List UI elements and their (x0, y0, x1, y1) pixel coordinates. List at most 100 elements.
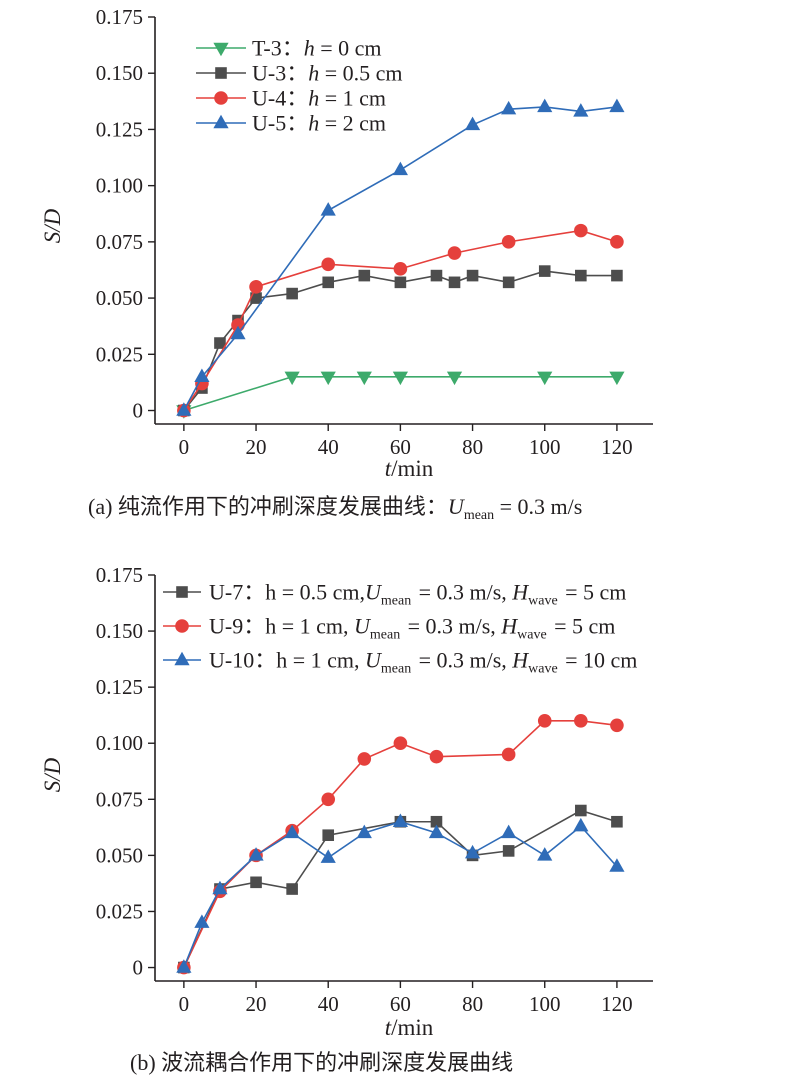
data-point (575, 269, 587, 282)
x-tick-label: 100 (529, 992, 561, 1016)
data-point (537, 371, 553, 386)
series-line (183, 809, 618, 968)
data-point (214, 337, 226, 349)
data-point (575, 804, 587, 817)
data-point (250, 292, 262, 304)
legend-marker (213, 42, 229, 57)
legend-item: U-5：h = 2 cm (196, 111, 386, 136)
data-point (537, 714, 552, 728)
data-point (321, 792, 336, 807)
data-point (249, 280, 263, 294)
series-u-3 (178, 265, 623, 417)
data-point (573, 103, 589, 117)
data-point (464, 844, 481, 859)
data-point (609, 371, 625, 386)
legend-label: U-3：h = 0.5 cm (252, 61, 403, 86)
series-u-5 (176, 98, 625, 416)
data-point (501, 824, 517, 839)
data-point (611, 269, 623, 282)
data-point (428, 824, 445, 839)
y-tick-label: 0.150 (96, 619, 143, 643)
x-tick-label: 120 (601, 992, 633, 1016)
data-point (464, 116, 481, 131)
series-line (183, 270, 617, 412)
legend-marker (213, 114, 229, 129)
series-t-3 (176, 371, 625, 419)
data-point (609, 98, 625, 113)
y-tick-label: 0 (133, 956, 144, 980)
legend: T-3：h = 0 cmU-3：h = 0.5 cmU-4：h = 1 cmU-… (196, 36, 403, 136)
data-point (609, 858, 625, 872)
y-tick-label: 0.100 (96, 174, 143, 198)
legend-item: U-10：h = 1 cm, Umean = 0.3 m/s, Hwave = … (163, 648, 637, 677)
series-u-4 (177, 223, 624, 418)
series-line (183, 106, 618, 411)
data-point (502, 276, 515, 289)
data-point (176, 402, 192, 416)
legend-marker (176, 586, 188, 598)
data-point (393, 262, 408, 276)
series-u-9 (177, 714, 624, 975)
y-tick-label: 0.025 (96, 342, 143, 366)
data-point (320, 202, 336, 216)
data-point (574, 714, 588, 728)
data-point (573, 817, 589, 832)
data-point (429, 749, 444, 764)
data-point (194, 914, 210, 928)
legend-label: U-9：h = 1 cm, Umean = 0.3 m/s, Hwave = 5… (209, 614, 615, 643)
y-tick-label: 0 (133, 399, 144, 423)
data-point (284, 824, 300, 839)
y-tick-label: 0.175 (96, 5, 143, 29)
data-point (610, 235, 624, 249)
data-point (392, 161, 408, 176)
data-point (447, 246, 462, 260)
data-point (611, 815, 623, 828)
y-tick-label: 0.050 (96, 843, 143, 867)
data-point (502, 845, 515, 857)
y-tick-label: 0.075 (96, 787, 143, 811)
y-tick-label: 0.025 (96, 899, 143, 923)
data-point (286, 883, 298, 895)
x-tick-label: 40 (318, 992, 339, 1016)
y-tick-label: 0.150 (96, 61, 143, 85)
data-point (284, 371, 300, 386)
data-point (356, 824, 372, 839)
data-point (501, 747, 516, 762)
x-tick-label: 80 (462, 992, 483, 1016)
x-tick-label: 120 (601, 435, 633, 459)
data-point (212, 880, 228, 895)
legend-label: T-3：h = 0 cm (252, 36, 382, 61)
x-tick-label: 100 (529, 435, 561, 459)
data-point (322, 276, 335, 289)
series-line (183, 375, 617, 412)
data-point (466, 269, 479, 282)
chart-panel-a: 0 0.025 0.050 0.075 0.100 0.125 0.150 0.175 0 20 4… (40, 5, 653, 523)
legend-label: U-5：h = 2 cm (252, 111, 386, 136)
data-point (430, 815, 443, 828)
y-tick-label: 0.075 (96, 230, 143, 254)
legend-label: U-7：h = 0.5 cm,Umean = 0.3 m/s, Hwave = … (209, 580, 626, 609)
y-tick-label: 0.100 (96, 731, 143, 755)
data-point (538, 265, 551, 277)
figure-caption: (a) 纯流作用下的冲刷深度发展曲线：Umean = 0.3 m/s (88, 494, 582, 523)
legend-marker (215, 67, 227, 79)
legend-label: U-10：h = 1 cm, Umean = 0.3 m/s, Hwave = … (209, 648, 637, 677)
data-point (286, 287, 298, 300)
x-tick-label: 20 (246, 435, 267, 459)
legend-item: U-4：h = 1 cm (196, 86, 386, 111)
legend-marker (214, 91, 228, 105)
data-point (357, 752, 372, 766)
data-point (194, 368, 210, 382)
chart-panel-b: 0 0.025 0.050 0.075 0.100 0.125 0.150 0.175 0 20 4… (40, 563, 653, 1075)
x-tick-label: 60 (390, 992, 411, 1016)
legend-item: U-7：h = 0.5 cm,Umean = 0.3 m/s, Hwave = … (163, 580, 626, 609)
legend-item: T-3：h = 0 cm (196, 36, 382, 61)
x-tick-label: 60 (390, 435, 411, 459)
data-point (322, 829, 335, 841)
data-point (574, 223, 588, 238)
data-point (501, 100, 517, 115)
y-tick-label: 0.175 (96, 563, 143, 587)
legend-marker (175, 619, 189, 633)
y-axis-title: S/D (40, 208, 65, 243)
y-tick-label: 0.125 (96, 675, 143, 699)
